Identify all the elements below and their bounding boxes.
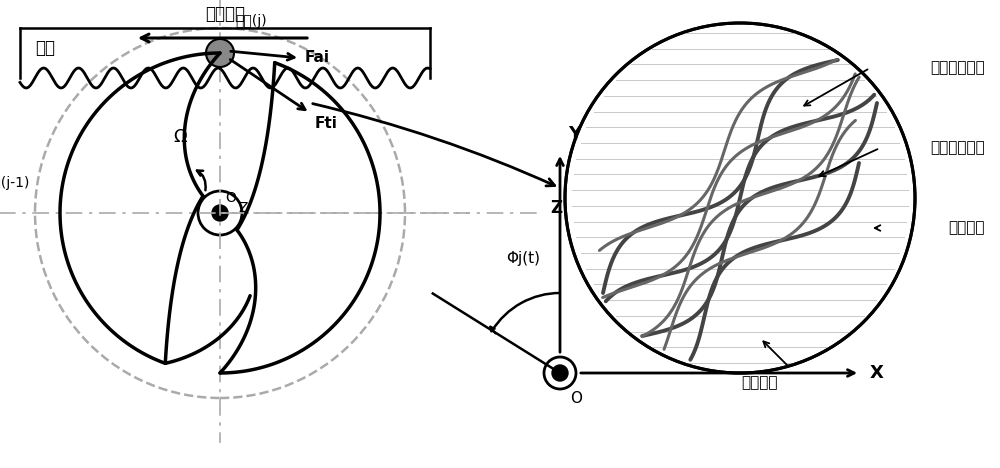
Text: Z: Z [550, 199, 562, 217]
Circle shape [552, 365, 568, 381]
Text: 工件: 工件 [35, 39, 55, 57]
Circle shape [198, 191, 242, 235]
Text: Fai: Fai [305, 51, 330, 66]
Text: Fti: Fti [315, 116, 338, 131]
Text: O: O [225, 191, 236, 205]
Text: O: O [570, 391, 582, 406]
Circle shape [212, 205, 228, 221]
Text: 刀刃(j-1): 刀刃(j-1) [0, 176, 30, 190]
Text: Ω: Ω [173, 128, 187, 146]
Circle shape [565, 23, 915, 373]
Text: Z: Z [238, 201, 248, 215]
Text: Φj(t): Φj(t) [506, 250, 540, 265]
Text: X: X [870, 364, 884, 382]
Text: 当前振动: 当前振动 [948, 220, 985, 235]
Text: Y: Y [568, 125, 581, 143]
Circle shape [206, 39, 234, 67]
Text: 运动方向: 运动方向 [205, 5, 245, 23]
Text: 静态切削厚度: 静态切削厚度 [930, 60, 985, 75]
Text: 刀刃(j): 刀刃(j) [235, 14, 267, 28]
Text: 动态切削厚度: 动态切削厚度 [930, 140, 985, 155]
Text: 前一振动: 前一振动 [742, 375, 778, 390]
